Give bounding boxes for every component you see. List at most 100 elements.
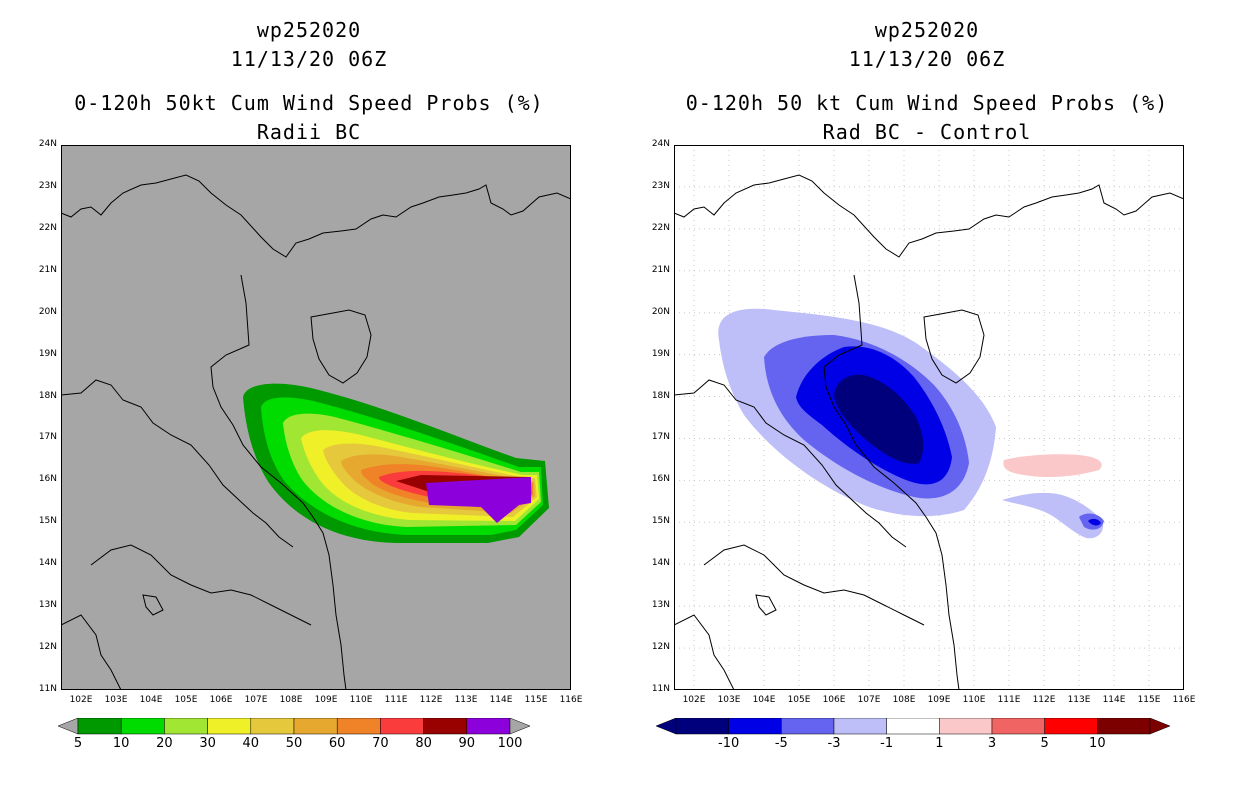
lon-tick-110E: 110E bbox=[962, 695, 986, 705]
right-map-svg bbox=[674, 145, 1184, 690]
colorbar-label-30: 30 bbox=[199, 736, 216, 751]
hainan-island-right bbox=[923, 309, 985, 384]
lat-tick-24N: 24N bbox=[38, 139, 57, 149]
laos-border bbox=[61, 379, 294, 548]
right-datetime: 11/13/20 06Z bbox=[848, 47, 1006, 71]
right-axis-frame bbox=[674, 145, 1184, 690]
contour-90 bbox=[426, 477, 531, 523]
left-panel: wp252020 11/13/20 06Z 0-120h 50kt Cum Wi… bbox=[38, 18, 583, 751]
colorbar-segment bbox=[833, 718, 887, 735]
colorbar-segment bbox=[120, 718, 165, 735]
colorbar-label-20: 20 bbox=[156, 736, 173, 751]
colorbar-label--3: -3 bbox=[827, 736, 841, 751]
colorbar-label-50: 50 bbox=[285, 736, 303, 751]
colorbar-label--5: -5 bbox=[774, 736, 788, 751]
laos-border-right bbox=[674, 379, 907, 548]
cambodia-border-right bbox=[703, 544, 925, 626]
lat-tick-19N: 19N bbox=[651, 348, 670, 359]
colorbar-left-triangle bbox=[656, 718, 677, 735]
colorbar-segment bbox=[380, 718, 424, 735]
colorbar-segment bbox=[336, 718, 381, 735]
colorbar-segment bbox=[293, 718, 338, 735]
contour-minus-1-east bbox=[1002, 492, 1104, 539]
lon-tick-113E: 113E bbox=[1067, 695, 1091, 705]
colorbar-label-60: 60 bbox=[328, 736, 346, 751]
south-china-coast-right bbox=[674, 174, 1184, 258]
lon-tick-114E: 114E bbox=[489, 695, 513, 705]
right-difference-swath bbox=[718, 308, 1104, 539]
lat-tick-18N: 18N bbox=[38, 390, 57, 401]
left-probability-swath bbox=[243, 383, 549, 543]
colorbar-segment bbox=[781, 718, 835, 735]
tonle-sap-lake-right bbox=[755, 594, 777, 616]
left-coastlines bbox=[61, 174, 571, 690]
lon-tick-106E: 106E bbox=[209, 695, 233, 705]
lat-tick-18N: 18N bbox=[651, 390, 670, 401]
lat-tick-22N: 22N bbox=[38, 222, 57, 233]
colorbar-label--10: -10 bbox=[718, 736, 740, 751]
vietnam-coast bbox=[210, 274, 347, 690]
lat-tick-23N: 23N bbox=[651, 180, 670, 191]
lat-tick-16N: 16N bbox=[38, 474, 57, 485]
lat-tick-14N: 14N bbox=[651, 558, 670, 569]
colorbar-segment bbox=[164, 718, 208, 735]
lat-tick-14N: 14N bbox=[38, 558, 57, 569]
lat-tick-20N: 20N bbox=[651, 306, 670, 317]
contour-minus-5-east bbox=[1088, 518, 1101, 526]
lon-tick-109E: 109E bbox=[927, 695, 951, 705]
lat-tick-12N: 12N bbox=[38, 642, 57, 653]
left-subtitle: Radii BC bbox=[256, 120, 362, 144]
lat-tick-21N: 21N bbox=[38, 264, 57, 275]
lat-tick-19N: 19N bbox=[38, 348, 57, 359]
left-title: 0-120h 50kt Cum Wind Speed Probs (%) bbox=[74, 91, 544, 115]
lat-tick-11N: 11N bbox=[38, 684, 57, 694]
colorbar-segment bbox=[728, 718, 782, 735]
lon-tick-105E: 105E bbox=[787, 695, 811, 705]
left-map bbox=[61, 145, 571, 690]
colorbar-segment bbox=[991, 718, 1045, 735]
lat-tick-23N: 23N bbox=[38, 180, 57, 191]
left-axis-frame bbox=[61, 145, 571, 690]
lon-tick-107E: 107E bbox=[857, 695, 881, 705]
lon-tick-112E: 112E bbox=[1032, 695, 1056, 705]
lat-tick-20N: 20N bbox=[38, 306, 57, 317]
vietnam-coast-right bbox=[823, 274, 960, 690]
lon-tick-107E: 107E bbox=[244, 695, 268, 705]
lat-tick-11N: 11N bbox=[651, 684, 670, 694]
colorbar-left-triangle bbox=[58, 718, 79, 735]
colorbar-label-10: 10 bbox=[112, 736, 130, 751]
lon-tick-115E: 115E bbox=[524, 695, 548, 705]
left-cbar-bar bbox=[58, 718, 530, 735]
colorbar-right-triangle bbox=[1149, 718, 1170, 735]
south-china-coast bbox=[61, 174, 571, 258]
cambodia-border bbox=[90, 544, 312, 626]
lat-tick-17N: 17N bbox=[651, 432, 670, 443]
colorbar-label-1: 1 bbox=[935, 736, 944, 751]
thailand-coast-right bbox=[674, 614, 735, 690]
left-storm-id: wp252020 bbox=[256, 18, 362, 42]
lon-tick-116E: 116E bbox=[1172, 695, 1196, 705]
lon-tick-102E: 102E bbox=[682, 695, 706, 705]
lon-tick-108E: 108E bbox=[279, 695, 303, 705]
lon-tick-110E: 110E bbox=[349, 695, 373, 705]
colorbar-label-3: 3 bbox=[987, 736, 997, 751]
right-map bbox=[674, 145, 1184, 690]
contour-plus-1 bbox=[1003, 454, 1102, 477]
lon-tick-115E: 115E bbox=[1137, 695, 1161, 705]
colorbar-segment bbox=[939, 718, 993, 735]
left-map-svg bbox=[61, 145, 571, 690]
right-title: 0-120h 50 kt Cum Wind Speed Probs (%) bbox=[685, 91, 1169, 115]
right-subtitle: Rad BC - Control bbox=[822, 120, 1032, 144]
colorbar-segment bbox=[423, 718, 468, 735]
lat-tick-16N: 16N bbox=[651, 474, 670, 485]
tonle-sap-lake bbox=[142, 594, 164, 616]
contour-minus-10 bbox=[834, 374, 924, 464]
colorbar-segment bbox=[886, 718, 940, 735]
lat-tick-13N: 13N bbox=[651, 600, 670, 611]
lat-tick-24N: 24N bbox=[651, 139, 670, 149]
colorbar-label-40: 40 bbox=[242, 736, 260, 751]
colorbar-segment bbox=[77, 718, 122, 735]
lon-tick-112E: 112E bbox=[419, 695, 443, 705]
lon-tick-104E: 104E bbox=[752, 695, 776, 705]
colorbar-label-10: 10 bbox=[1089, 736, 1106, 751]
